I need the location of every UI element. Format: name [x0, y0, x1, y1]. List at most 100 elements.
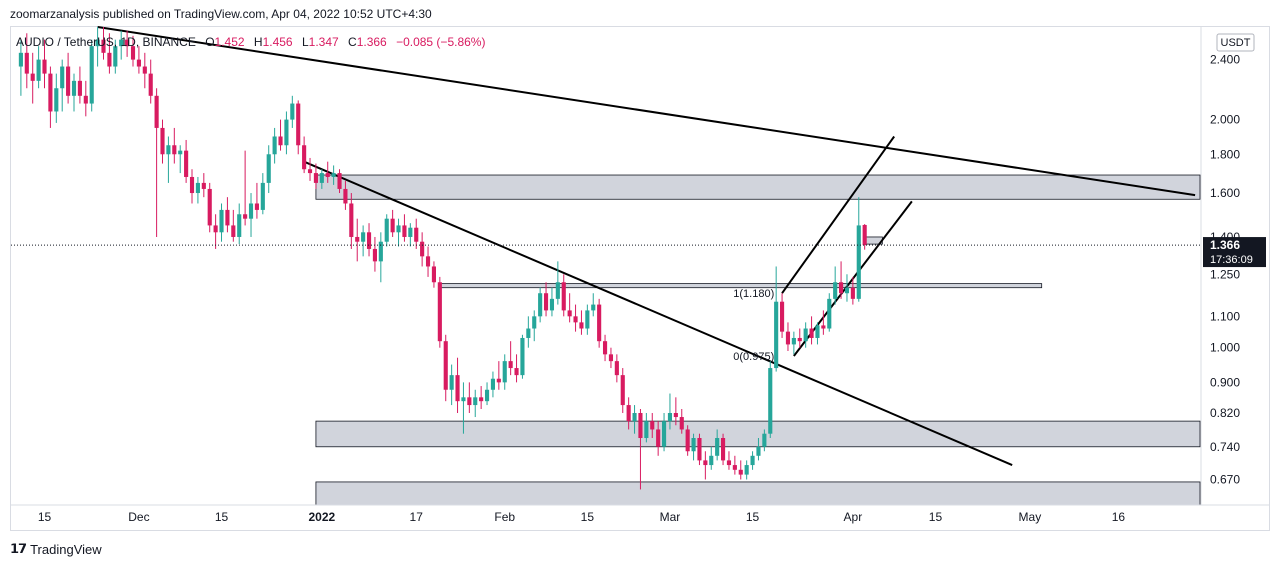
candle-body: [307, 169, 313, 174]
time-axis: 15 Dec 15 2022 17 Feb 15 Mar 15 Apr 15 May 16: [38, 510, 1126, 524]
candle: [396, 218, 401, 247]
candle: [526, 316, 531, 348]
candle: [827, 293, 832, 332]
candle: [762, 429, 767, 452]
candle-body: [178, 150, 183, 155]
currency-badge: [1216, 33, 1255, 52]
candle-body: [107, 52, 112, 67]
candle-body: [355, 236, 360, 242]
candle: [136, 46, 141, 74]
candle: [844, 274, 850, 302]
candle: [579, 310, 584, 335]
candle: [732, 455, 737, 475]
candle-body: [850, 287, 855, 299]
candle-body: [443, 341, 448, 390]
candle: [337, 169, 342, 194]
candle-body: [774, 301, 779, 369]
candle: [561, 274, 566, 317]
candle-body: [549, 298, 555, 311]
candle-body: [750, 455, 755, 466]
y-tick-label: 1.000: [1210, 341, 1240, 355]
candle: [254, 182, 259, 219]
candle: [142, 52, 147, 89]
candle-body: [331, 173, 336, 177]
candle: [632, 405, 637, 434]
bar-countdown: 17:36:09: [1210, 254, 1253, 266]
candle: [384, 214, 389, 247]
candle: [815, 322, 820, 345]
candle-body: [827, 298, 832, 329]
candle-body: [644, 421, 649, 439]
candle-body: [821, 325, 826, 329]
candle-body: [89, 46, 94, 104]
candle: [313, 163, 318, 189]
candle-body: [189, 176, 195, 194]
candle-body: [201, 182, 206, 189]
candle: [809, 316, 814, 345]
tradingview-brand[interactable]: 𝟭𝟳 TradingView: [10, 541, 102, 557]
candle-body: [632, 412, 637, 422]
candle-body: [296, 103, 301, 146]
candle: [207, 182, 212, 233]
y-tick-label: 1.800: [1210, 147, 1240, 161]
candle-body: [219, 209, 224, 233]
chart-frame[interactable]: [10, 26, 1270, 531]
candle: [508, 341, 513, 376]
candle-body: [638, 412, 643, 439]
candle: [278, 119, 283, 151]
candle: [667, 393, 673, 430]
candle: [113, 39, 118, 74]
candle-body: [290, 103, 295, 120]
candle-body: [620, 375, 625, 406]
candle: [272, 127, 277, 164]
candle: [661, 412, 667, 452]
candle: [455, 357, 460, 413]
symbol-pair[interactable]: AUDIO / TetherUS, 1D, BINANCE: [16, 35, 196, 49]
candle-body: [597, 304, 602, 342]
candle-body: [768, 368, 773, 434]
fib-level-label: 1(1.180): [733, 288, 774, 300]
x-tick-label: 15: [929, 510, 943, 524]
candle: [715, 429, 720, 461]
candle: [189, 169, 195, 204]
currency-label[interactable]: USDT: [1221, 37, 1251, 49]
candle-body: [667, 412, 673, 422]
y-tick-label: 0.740: [1210, 440, 1240, 454]
zone-resistance: [315, 174, 1201, 200]
candle: [260, 173, 265, 215]
candle-body: [726, 460, 732, 466]
candle: [60, 59, 65, 112]
candle: [797, 328, 802, 348]
trendline-channel-upper: [781, 135, 895, 294]
candle-body: [408, 227, 413, 237]
candle-body: [260, 182, 265, 210]
candle: [490, 371, 496, 398]
candle: [744, 460, 749, 480]
candle: [862, 224, 867, 250]
candle: [408, 223, 413, 247]
candle: [673, 397, 678, 426]
candle-body: [213, 225, 218, 233]
x-tick-label: Mar: [660, 510, 681, 524]
candle: [195, 176, 200, 204]
candle: [750, 451, 755, 470]
zone-support-lower: [315, 481, 1201, 506]
candle-body: [225, 209, 230, 226]
y-tick-label: 1.100: [1210, 309, 1240, 323]
candle: [839, 261, 844, 299]
candle-body: [254, 203, 259, 210]
candle: [296, 100, 301, 155]
candle: [774, 266, 779, 372]
candle: [101, 27, 106, 60]
candle-body: [71, 80, 77, 96]
candle: [349, 193, 354, 249]
high-value: 1.456: [262, 35, 293, 49]
candle: [95, 27, 100, 67]
candle-body: [166, 145, 171, 155]
candle: [779, 293, 785, 338]
candle-body: [148, 73, 153, 96]
trendlines-layer: [97, 26, 1196, 466]
candle: [331, 165, 336, 185]
candle-body: [372, 248, 377, 262]
